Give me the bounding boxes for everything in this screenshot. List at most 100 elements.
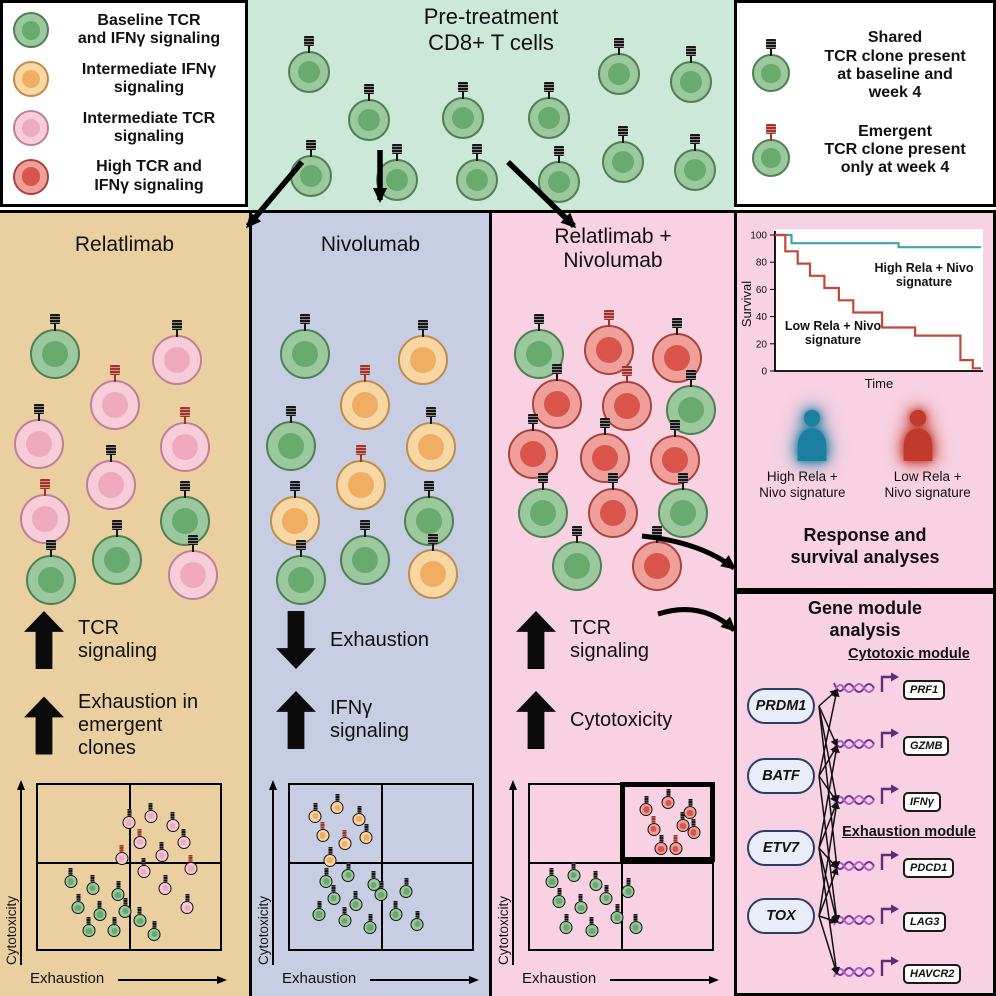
shared-tcr-icon [49, 314, 61, 331]
shared-tcr-icon [305, 140, 317, 157]
effect-label: TCR signaling [78, 617, 157, 662]
cell-body [180, 901, 194, 915]
t-cell-green [276, 540, 326, 605]
cell-body [567, 868, 581, 882]
t-cell-green [528, 82, 570, 139]
emergent-tcr-icon [621, 366, 633, 383]
cell-nucleus [21, 69, 41, 89]
tcr-cap [304, 36, 314, 46]
cell-body [752, 54, 790, 93]
cell-nucleus [25, 430, 53, 458]
shared-tcr-icon [571, 526, 583, 543]
cell-nucleus [351, 546, 379, 574]
shared-tcr-icon [171, 320, 183, 337]
plot-y-label: Cytotoxicity [496, 895, 511, 965]
cell-nucleus [21, 118, 41, 138]
cell-body [14, 419, 64, 469]
shared-tcr-icon [111, 520, 123, 537]
effect-row: Exhaustion in emergent clones [0, 691, 249, 760]
x-axis-arrow-icon [610, 975, 719, 984]
cell-nucleus [67, 878, 74, 885]
cell-nucleus [140, 868, 147, 875]
cell-nucleus [187, 865, 195, 872]
mini-cell-pink [133, 828, 147, 849]
mini-cell-green [599, 884, 613, 905]
cell-body [589, 878, 603, 892]
cell-body [338, 914, 352, 928]
shared-tcr-icon [604, 884, 609, 892]
cell-body [155, 848, 169, 862]
legend-item: Intermediate IFNγ signaling [11, 61, 237, 98]
cell-nucleus [347, 471, 375, 499]
shared-tcr-icon [141, 858, 146, 866]
gene-module-title: Gene module analysis [807, 598, 923, 640]
gene-row: GZMB [833, 724, 950, 768]
gene-label: PDCD1 [903, 858, 955, 878]
mini-cell-green [312, 900, 326, 921]
cell-nucleus [326, 857, 334, 864]
cell-body [90, 380, 140, 430]
t-cell-green [30, 314, 80, 379]
cell-nucleus [385, 168, 408, 191]
cell-nucleus [657, 845, 665, 852]
svg-text:60: 60 [756, 285, 768, 296]
mini-cell-red [654, 835, 668, 856]
mini-cell-green [82, 917, 96, 938]
shared-tcr-icon [285, 406, 297, 423]
cell-icon-orange [11, 61, 51, 98]
shared-tcr-icon [685, 46, 697, 63]
tcr-cap [534, 314, 544, 324]
effect-label: Exhaustion [330, 628, 429, 651]
t-cell-green [538, 146, 580, 203]
mini-cell-pink [115, 845, 129, 866]
cell-nucleus [184, 904, 191, 912]
cell-nucleus [122, 907, 129, 915]
tcr-cap [106, 445, 116, 455]
effect-label: TCR signaling [570, 617, 649, 662]
shared-tcr-icon [148, 802, 153, 810]
svg-text:100: 100 [750, 231, 767, 242]
shared-tcr-icon [589, 917, 594, 925]
mini-cell-green [629, 914, 643, 935]
shared-tcr-icon [551, 364, 563, 381]
cell-body [316, 829, 330, 843]
cell-body [410, 917, 424, 931]
tcr-cap [552, 364, 562, 374]
tcr-cap [678, 473, 688, 483]
emergent-tcr-icon [765, 123, 777, 141]
cell-nucleus [672, 845, 679, 852]
tcr-stem [462, 92, 464, 99]
shared-tcr-icon [335, 794, 340, 802]
shared-tcr-icon [689, 134, 701, 151]
dna-helix-icon [833, 858, 875, 879]
mini-cell-green [71, 894, 85, 915]
shared-tcr-icon [578, 894, 583, 902]
tcr-cap [112, 520, 122, 530]
tcr-stem [542, 483, 544, 490]
cell-nucleus [85, 927, 93, 934]
svg-text:80: 80 [756, 258, 768, 269]
mini-cell-orange [323, 846, 337, 867]
tcr-stem [38, 414, 40, 421]
highlighted-quadrant [620, 782, 715, 863]
mini-cell-orange [359, 823, 373, 844]
cell-nucleus [543, 390, 571, 418]
tcr-cap [428, 534, 438, 544]
t-cell-green [26, 540, 76, 605]
cell-body [20, 494, 70, 544]
shared-tcr-icon [457, 82, 469, 99]
tf-pill-tox: TOX [747, 898, 815, 934]
cell-body [118, 904, 132, 918]
legend-label: Baseline TCR and IFNγ signaling [77, 11, 221, 48]
shared-tcr-icon [626, 877, 631, 885]
t-cell-red [632, 526, 682, 591]
t-cell-green [518, 473, 568, 538]
cell-body [349, 898, 363, 912]
t-cell-orange [398, 320, 448, 385]
mini-cell-green [559, 914, 573, 935]
thick-up-arrow-icon [276, 691, 316, 749]
cell-body [341, 868, 355, 882]
t-cell-pink [160, 407, 210, 472]
shared-tcr-icon [116, 881, 121, 889]
tcr-cap [46, 540, 56, 550]
